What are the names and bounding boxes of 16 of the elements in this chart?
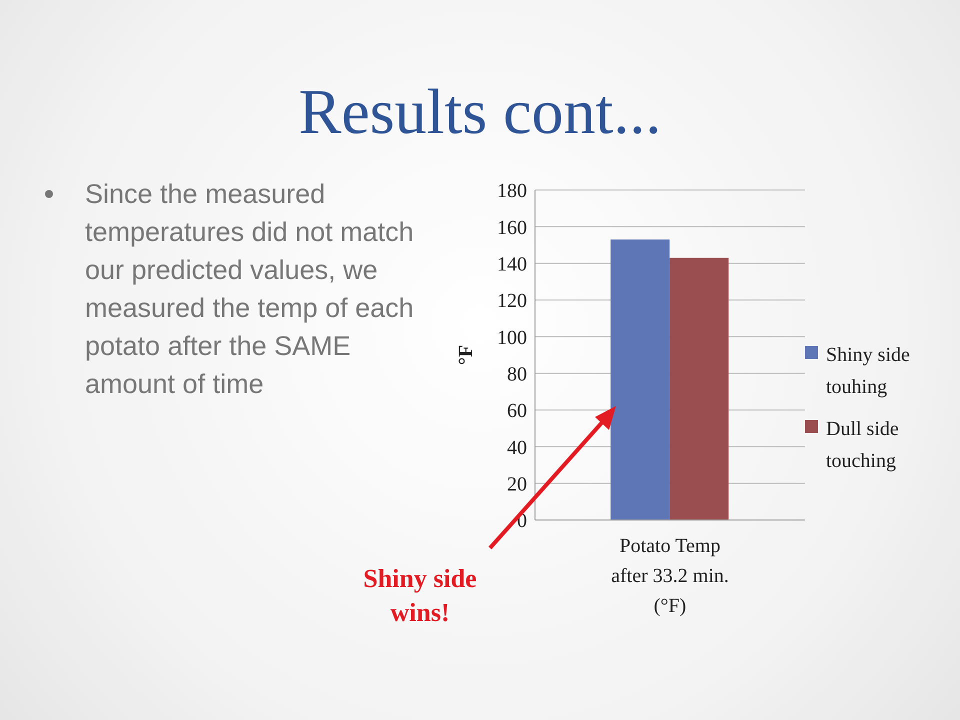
text: Shiny side wins! (362, 563, 478, 629)
y-tick-label: 120 (497, 290, 527, 312)
x-tick-label: Potato Temp after 33.2 min. (°F) (611, 535, 729, 617)
y-tick-label: 20 (507, 473, 527, 496)
y-tick-label: 100 (497, 326, 527, 349)
y-tick-label: 40 (507, 436, 527, 459)
y-tick-label: 160 (497, 216, 527, 239)
y-tick-label: 60 (507, 400, 527, 422)
y-axis-title: °F (455, 344, 478, 366)
y-tick-label: 140 (497, 253, 527, 276)
legend-label: Dull side touching (826, 416, 900, 474)
legend-label: Shiny side touhing (826, 342, 911, 400)
y-tick-label: 80 (507, 363, 527, 386)
chart-title: Results cont... (298, 75, 662, 149)
text: Since the measured temperatures did not match our predicted values, we measured the temp of each potato after the SAME amount of time (85, 178, 415, 401)
y-tick-label: 180 (497, 180, 527, 202)
